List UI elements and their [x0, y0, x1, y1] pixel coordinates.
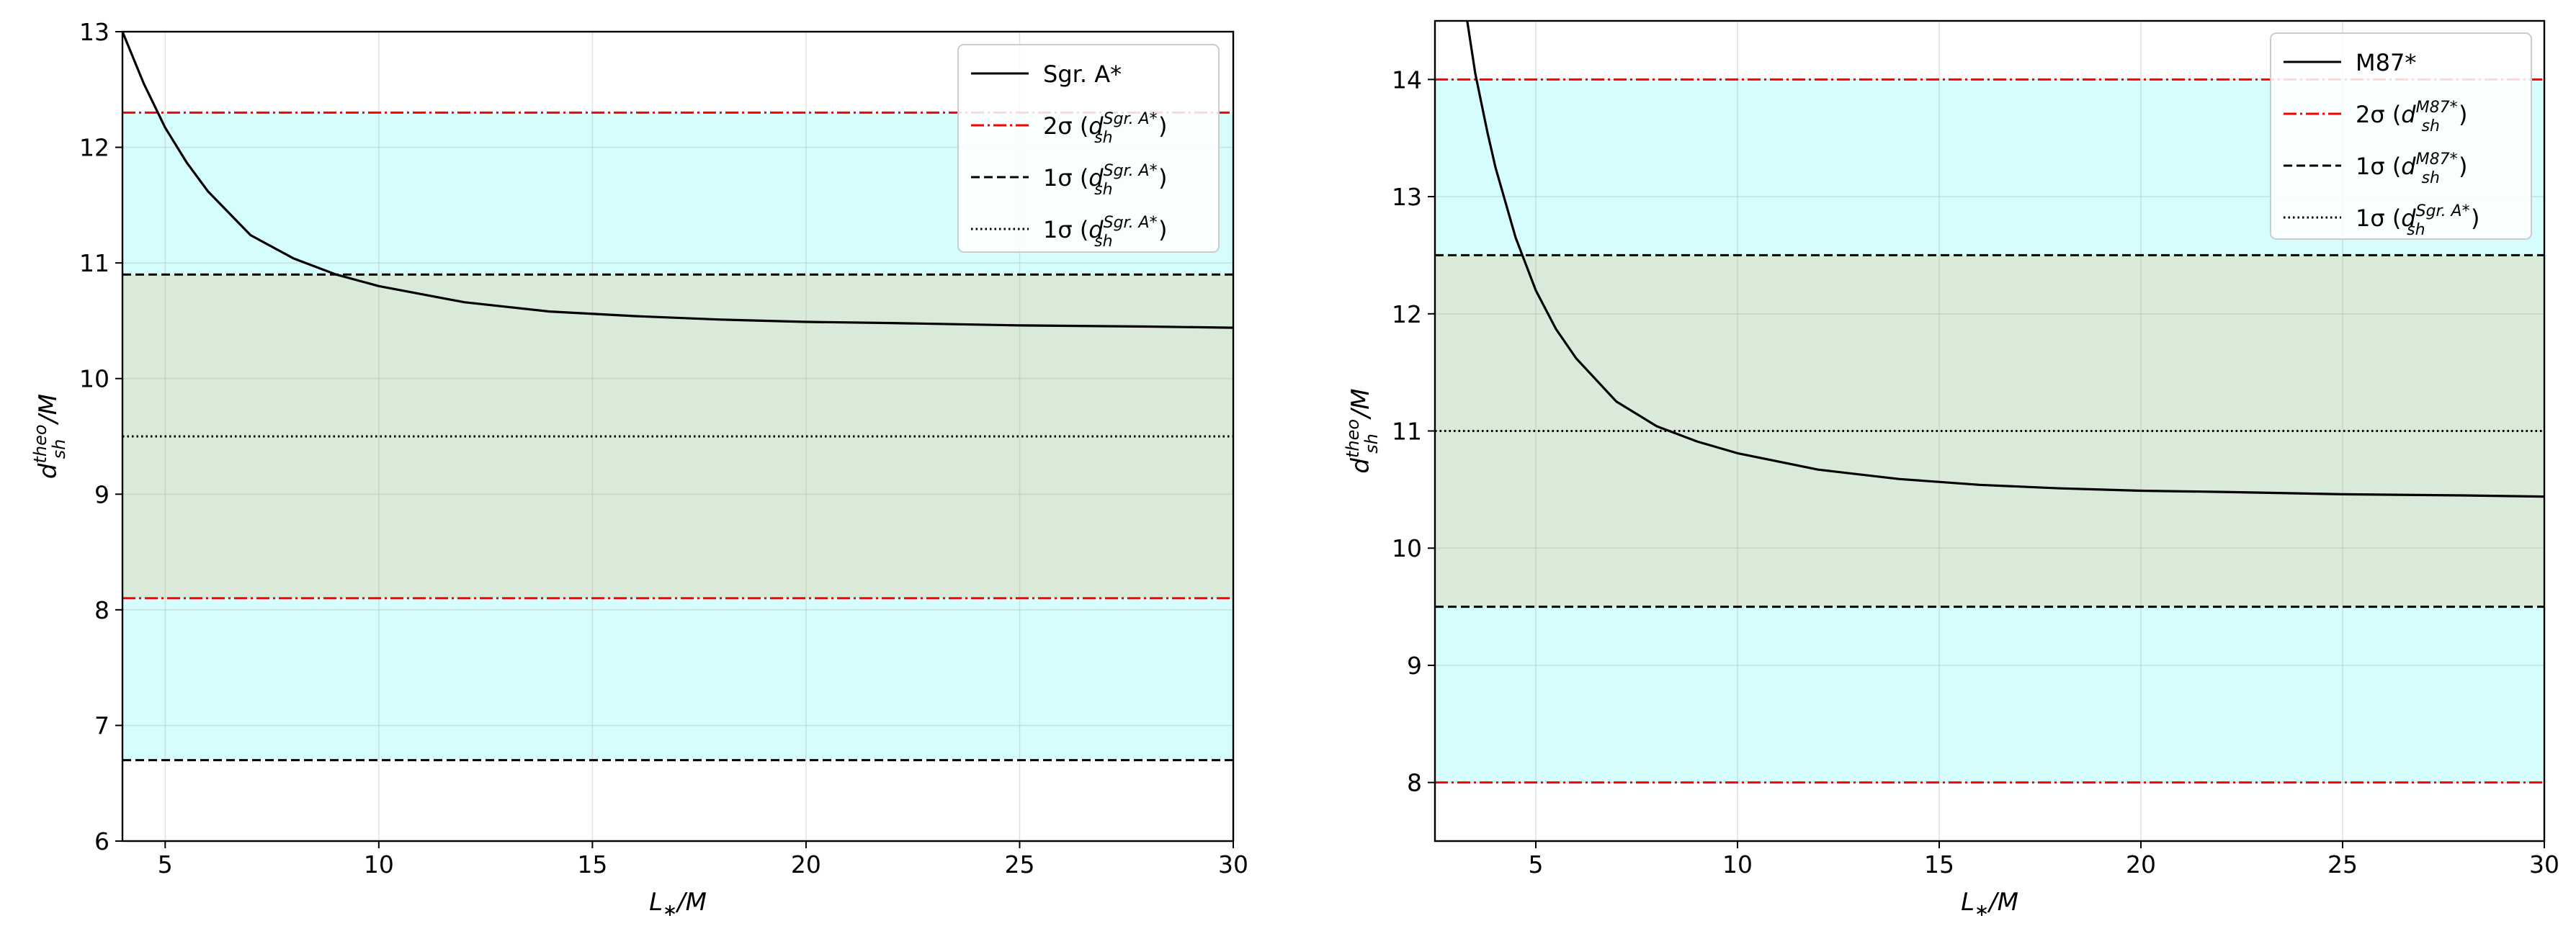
y-tick-label: 11: [79, 249, 109, 277]
legend-label-4: 1σ (dSgr. A* sh): [1043, 214, 1168, 251]
sigma-band-2: [1435, 255, 2544, 607]
legend: Sgr. A* 2σ (dSgr. A* sh) 1σ (dSgr. A* sh) 1σ …: [957, 44, 1220, 253]
x-tick-label: 25: [2327, 850, 2358, 879]
y-tick-label: 9: [94, 480, 109, 508]
y-tick-label: 13: [79, 18, 109, 46]
y-axis-label: dtheosh/M: [1343, 388, 1382, 473]
x-tick-label: 10: [1722, 850, 1753, 879]
y-tick-label: 14: [1392, 66, 1422, 94]
x-tick-label: 10: [364, 850, 394, 879]
x-tick-label: 5: [1529, 850, 1544, 879]
x-axis-label: L∗/M: [1961, 888, 2018, 920]
legend-label-3: 1σ (dSgr. A* sh): [1043, 162, 1168, 199]
y-tick-label: 7: [94, 711, 109, 740]
x-tick-label: 20: [791, 850, 821, 879]
legend-label-1: M87*: [2356, 49, 2416, 76]
axes-frame: [121, 30, 1235, 843]
x-tick-label: 20: [2126, 850, 2156, 879]
x-tick-label: 30: [1218, 850, 1248, 879]
y-tick-label: 12: [1392, 300, 1422, 328]
x-tick-label: 30: [2529, 850, 2559, 879]
y-tick-label: 11: [1392, 418, 1422, 446]
x-tick-label: 25: [1004, 850, 1034, 879]
y-tick-label: 12: [79, 134, 109, 162]
legend-box: [957, 44, 1220, 253]
chart-panel-2: 5 10 15 20 25 30 8 9 10 11 12 13 14 L∗/M dtheosh/M M87*…: [1343, 19, 2559, 920]
y-tick-label: 8: [94, 596, 109, 624]
legend-label-4: 1σ (dSgr. A* sh): [2356, 202, 2480, 239]
y-tick-label: 10: [79, 365, 109, 393]
legend-label-3: 1σ (dM87* sh): [2356, 150, 2467, 187]
series-line-1: [122, 32, 1233, 329]
plot-area: [1435, 21, 2544, 841]
y-tick-label: 8: [1407, 769, 1422, 797]
legend-box: [2270, 32, 2532, 240]
series-line-1: [1466, 21, 2544, 498]
x-tick-label: 5: [158, 850, 173, 879]
y-tick-label: 10: [1392, 534, 1422, 562]
legend-label-2: 2σ (dM87* sh): [2356, 99, 2467, 135]
legend: M87* 2σ (dM87* sh) 1σ (dM87* sh) 1σ (dSgr. A*…: [2270, 32, 2532, 240]
y-tick-label: 6: [94, 827, 109, 855]
legend-label-2: 2σ (dSgr. A* sh): [1043, 110, 1168, 147]
chart-panel-1: 5 10 15 20 25 30 6 7 8 9 10 11 12 13 L∗/M dtheosh/M Sgr.…: [30, 18, 1248, 920]
legend-label-1: Sgr. A*: [1043, 60, 1122, 88]
y-axis-label: dtheosh/M: [30, 394, 69, 479]
sigma-band-2: [122, 274, 1233, 598]
x-axis-label: L∗/M: [649, 888, 707, 920]
x-tick-label: 15: [1924, 850, 1954, 879]
x-tick-label: 15: [577, 850, 607, 879]
y-tick-label: 13: [1392, 183, 1422, 211]
y-tick-label: 9: [1407, 652, 1422, 680]
